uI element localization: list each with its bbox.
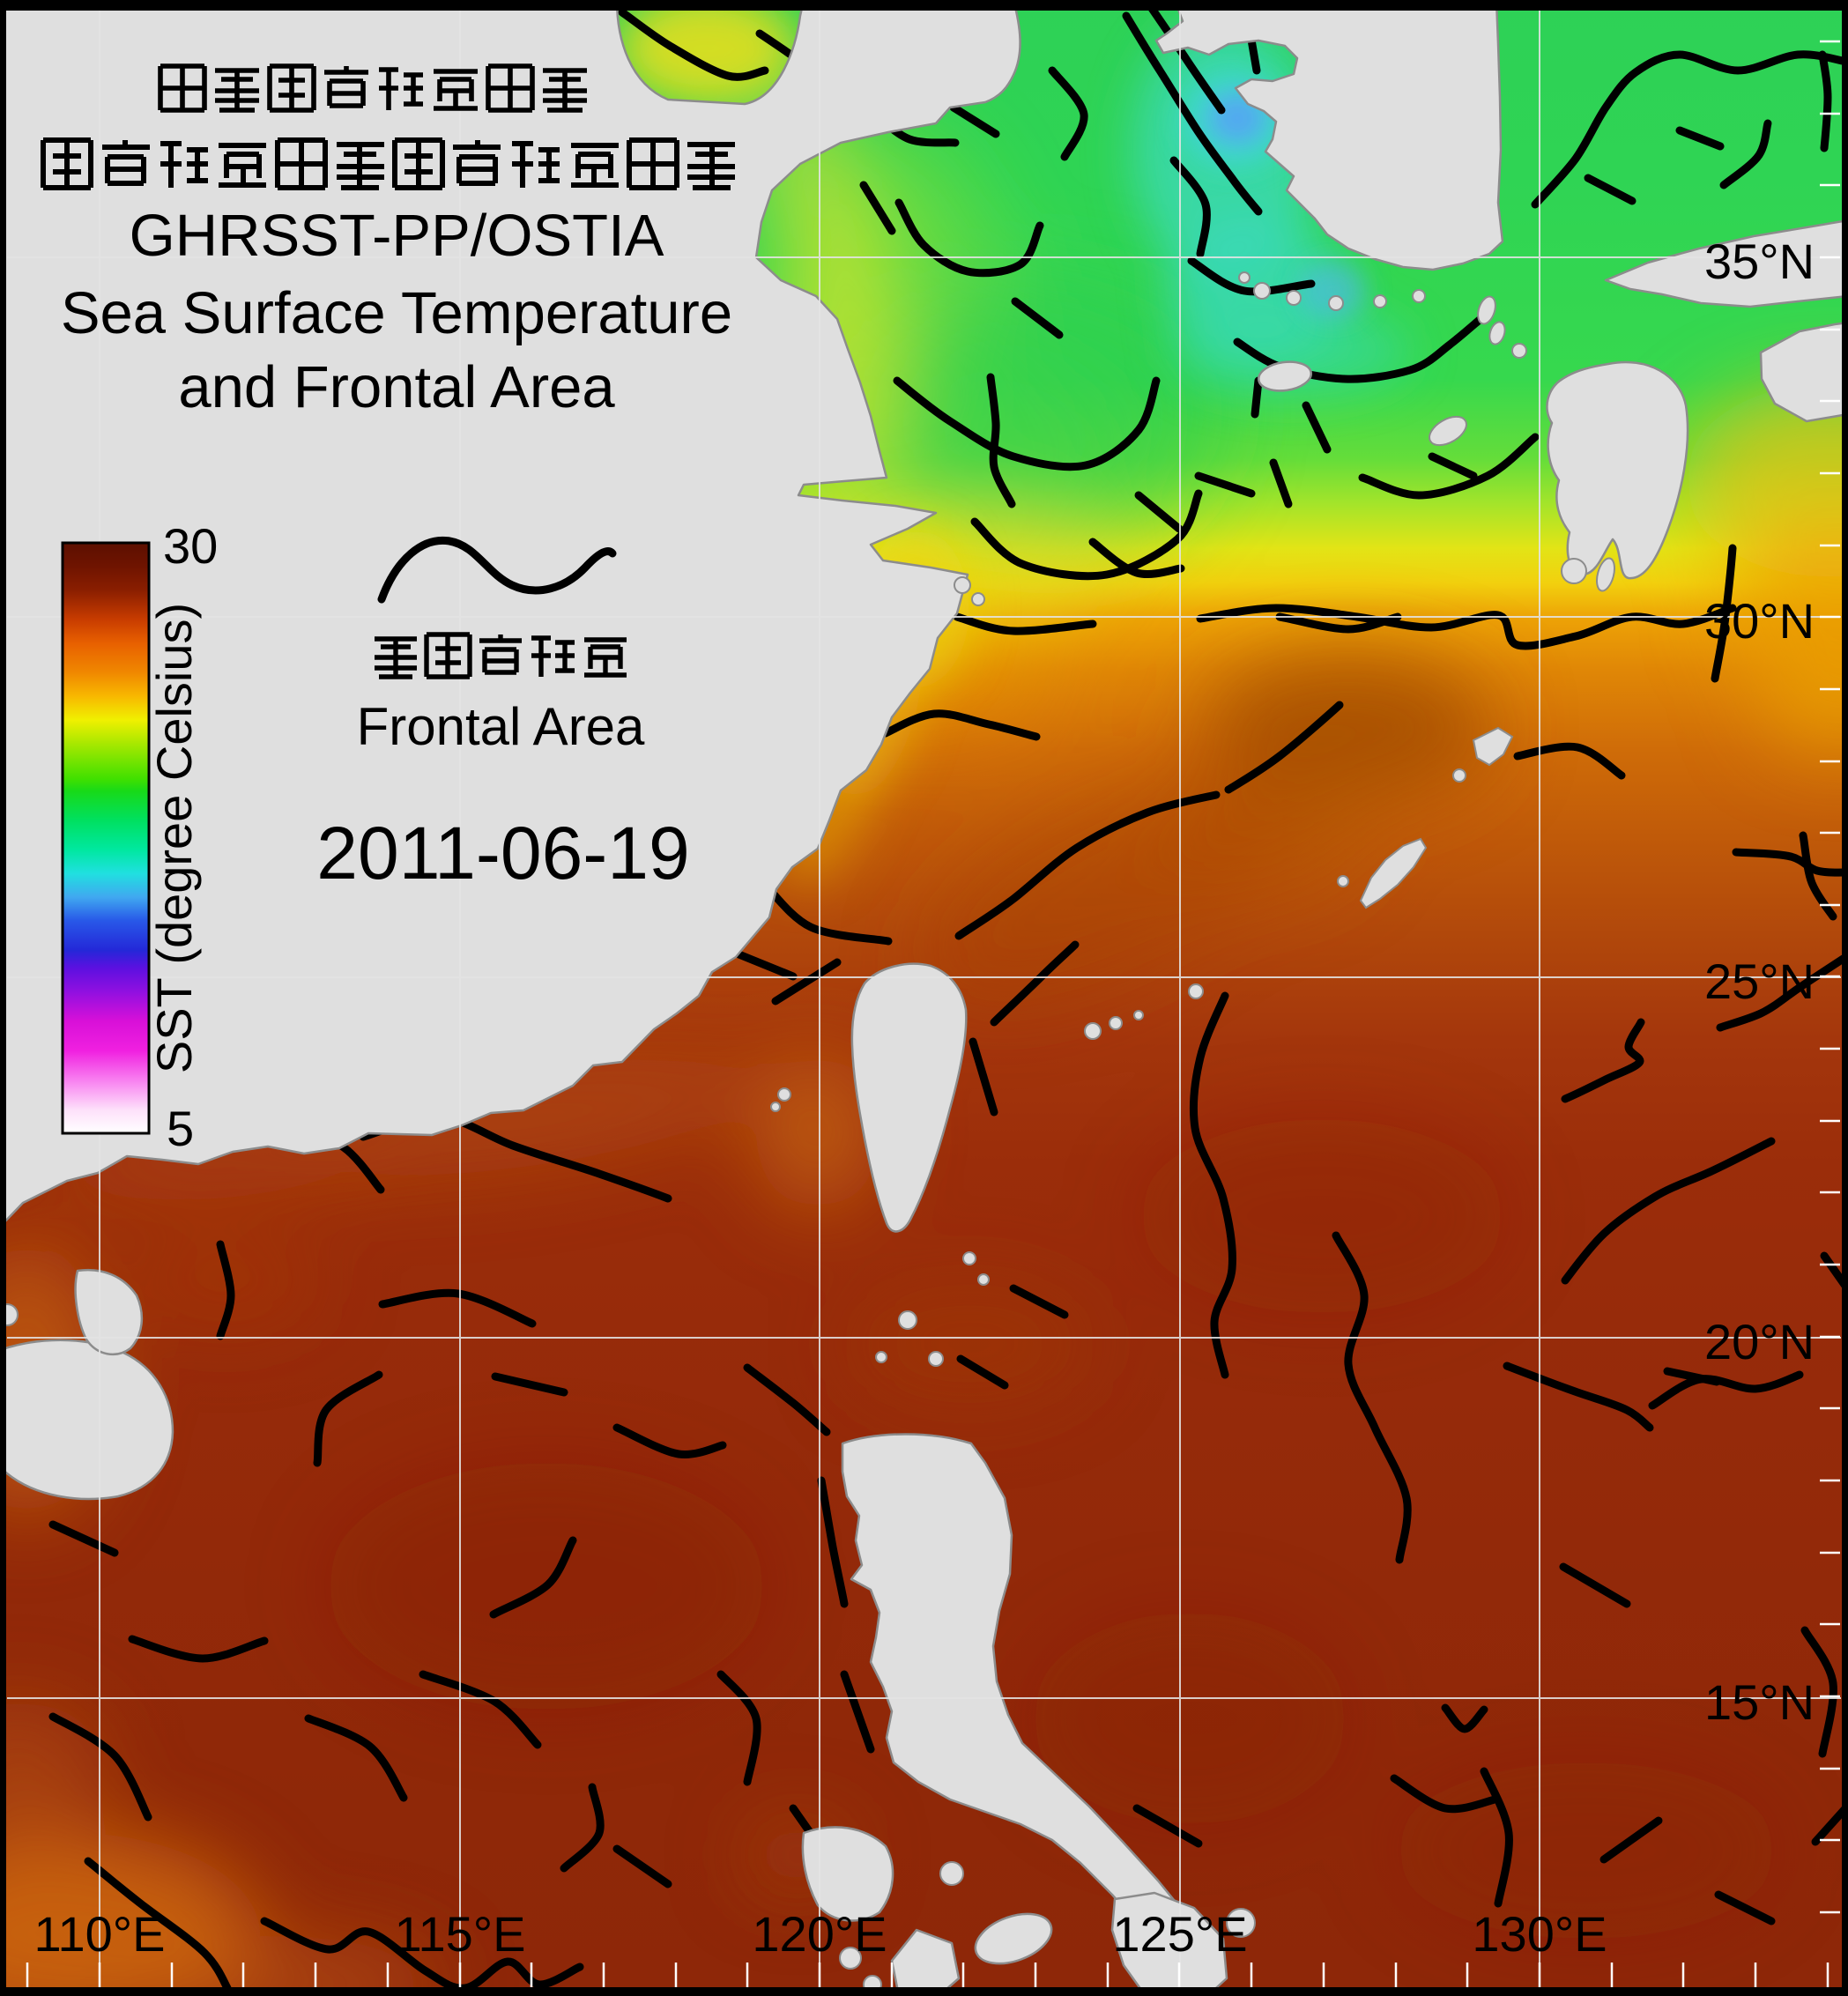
svg-text:30: 30 bbox=[163, 518, 218, 574]
svg-text:GHRSST-PP/OSTIA: GHRSST-PP/OSTIA bbox=[130, 203, 664, 269]
svg-text:30°N: 30°N bbox=[1704, 593, 1815, 649]
svg-text:120°E: 120°E bbox=[752, 1906, 887, 1962]
svg-text:SST (degree Celsius): SST (degree Celsius) bbox=[146, 603, 202, 1073]
svg-text:20°N: 20°N bbox=[1704, 1314, 1815, 1369]
svg-text:25°N: 25°N bbox=[1704, 953, 1815, 1009]
svg-text:130°E: 130°E bbox=[1472, 1906, 1607, 1962]
svg-text:110°E: 110°E bbox=[33, 1906, 165, 1962]
svg-text:5: 5 bbox=[167, 1101, 194, 1156]
svg-text:115°E: 115°E bbox=[394, 1906, 525, 1962]
svg-text:15°N: 15°N bbox=[1704, 1674, 1815, 1730]
svg-text:and Frontal Area: and Frontal Area bbox=[178, 354, 615, 420]
svg-text:35°N: 35°N bbox=[1704, 234, 1815, 289]
svg-text:Frontal Area: Frontal Area bbox=[357, 697, 645, 756]
svg-text:Sea Surface Temperature: Sea Surface Temperature bbox=[61, 280, 732, 346]
svg-text:2011-06-19: 2011-06-19 bbox=[316, 812, 689, 894]
svg-text:125°E: 125°E bbox=[1112, 1906, 1247, 1962]
